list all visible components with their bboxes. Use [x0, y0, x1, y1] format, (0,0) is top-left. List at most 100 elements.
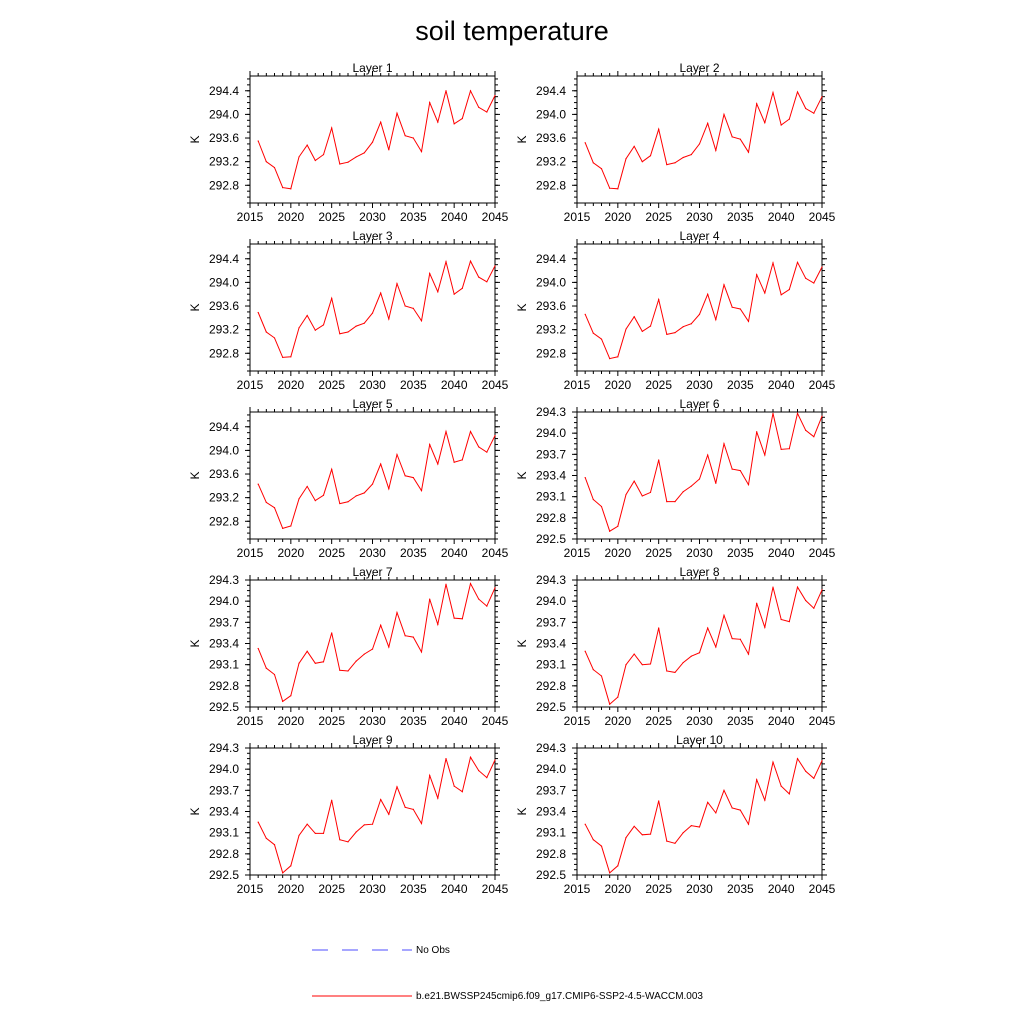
x-tick-label: 2030 [359, 714, 386, 728]
data-point [649, 155, 652, 157]
y-tick-label: 293.7 [536, 615, 566, 629]
data-point [731, 637, 733, 640]
x-tick-label: 2025 [645, 882, 672, 896]
x-tick-label: 2025 [318, 210, 345, 224]
series-line [257, 89, 496, 190]
data-point [666, 333, 668, 335]
data-point [633, 825, 635, 827]
data-point [805, 277, 807, 279]
data-point [592, 839, 594, 841]
panel-layer-6: Layer 6 K 2015 2020 2025 2030 2035 2040 2045 292.… [515, 397, 836, 560]
data-point [756, 431, 758, 433]
data-point [445, 430, 447, 433]
data-point [788, 288, 790, 291]
x-tick-label: 2025 [645, 378, 672, 392]
data-point [339, 669, 341, 671]
x-tick-label: 2020 [277, 714, 304, 728]
plot-frame [576, 75, 823, 204]
data-point [584, 650, 586, 652]
series-line [257, 259, 496, 358]
data-point [658, 298, 660, 301]
x-tick-label: 2030 [359, 378, 386, 392]
data-point [412, 476, 414, 479]
x-tick-label: 2020 [277, 546, 304, 560]
data-point [306, 314, 308, 317]
data-point [396, 786, 398, 788]
data-point [764, 454, 766, 456]
data-point [715, 812, 717, 814]
data-point [420, 151, 423, 153]
y-axis-label: K [515, 639, 529, 647]
data-point [282, 187, 284, 189]
y-tick-label: 292.8 [209, 679, 239, 693]
data-point [649, 491, 652, 494]
x-tick-label: 2020 [277, 210, 304, 224]
y-tick-label: 293.4 [536, 637, 566, 651]
data-point [412, 307, 414, 309]
data-point [731, 306, 733, 308]
data-point [805, 429, 807, 431]
x-tick-label: 2035 [400, 210, 427, 224]
data-point [347, 161, 349, 163]
data-point [658, 800, 660, 802]
y-tick-label: 293.6 [536, 299, 566, 313]
data-point [666, 164, 668, 166]
data-point [698, 143, 701, 145]
data-point [469, 756, 472, 758]
x-tick-label: 2030 [686, 882, 713, 896]
data-point [314, 832, 316, 834]
data-point [437, 797, 439, 799]
legend: No Obs b.e21.BWSSP245cmip6.f09_g17.CMIP6… [312, 945, 703, 1002]
data-point [805, 599, 807, 602]
data-point [649, 833, 652, 835]
data-point [282, 872, 284, 874]
data-point [658, 128, 660, 130]
series-line [257, 755, 496, 874]
panel-title: Layer 4 [679, 229, 719, 243]
y-axis-label: K [515, 303, 529, 311]
panel-title: Layer 3 [352, 229, 392, 243]
data-point [404, 305, 406, 307]
x-tick-label: 2040 [441, 882, 468, 896]
data-point [478, 598, 480, 600]
panel-layer-2: Layer 2 K 2015 2020 2025 2030 2035 2040 2045 292.… [515, 61, 836, 224]
x-tick-label: 2030 [359, 546, 386, 560]
data-point [355, 325, 357, 327]
x-tick-label: 2030 [686, 378, 713, 392]
data-point [821, 266, 823, 268]
y-axis-label: K [188, 135, 202, 143]
y-axis-label: K [188, 303, 202, 311]
y-tick-label: 293.7 [209, 615, 239, 629]
series-line [584, 757, 823, 874]
data-point [756, 779, 758, 781]
data-point [682, 491, 684, 493]
x-tick-label: 2015 [564, 546, 591, 560]
data-point [756, 602, 758, 604]
x-tick-label: 2025 [318, 546, 345, 560]
data-point [617, 356, 619, 358]
data-point [707, 627, 709, 629]
x-tick-label: 2035 [400, 714, 427, 728]
data-point [788, 448, 790, 450]
y-tick-label: 294.0 [536, 107, 566, 121]
data-point [290, 525, 292, 527]
data-point [682, 326, 684, 328]
y-tick-label: 292.8 [536, 178, 566, 192]
y-tick-label: 292.8 [536, 511, 566, 525]
data-point [273, 507, 276, 509]
data-point [731, 136, 733, 138]
data-point [584, 142, 586, 144]
data-point [609, 703, 611, 705]
data-point [429, 598, 431, 600]
x-tick-label: 2035 [400, 882, 427, 896]
data-point [257, 483, 259, 485]
plot-frame [249, 75, 496, 204]
data-point [690, 825, 692, 827]
data-point [674, 842, 676, 844]
x-tick-label: 2020 [604, 378, 631, 392]
data-point [821, 96, 823, 98]
data-point [322, 324, 325, 326]
y-tick-label: 292.8 [209, 346, 239, 360]
data-point [813, 112, 815, 114]
data-point [747, 484, 750, 486]
